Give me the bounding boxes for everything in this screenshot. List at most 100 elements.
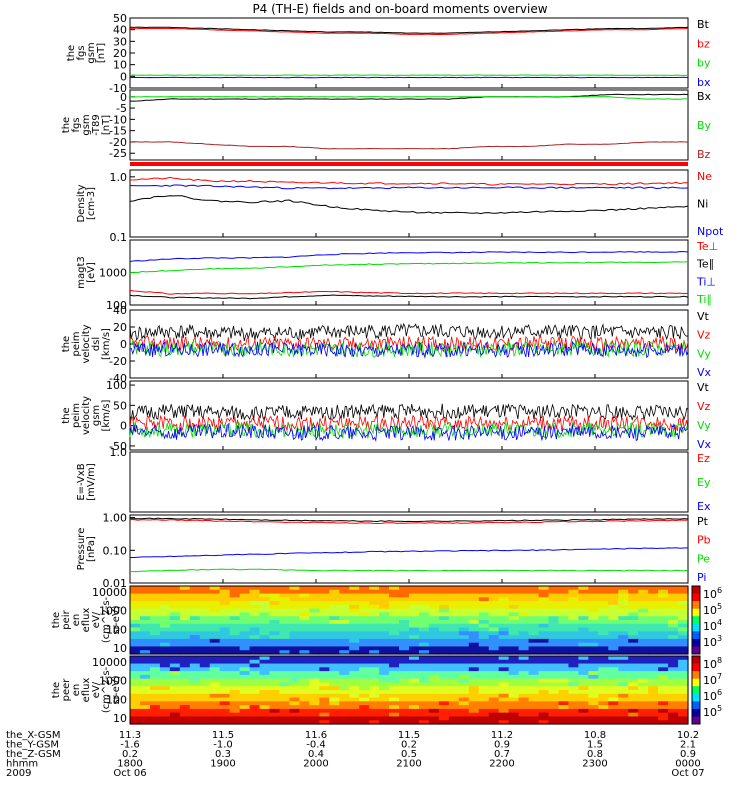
heatmap-cell xyxy=(409,627,420,632)
heatmap-cell xyxy=(199,671,211,676)
heatmap-cell xyxy=(409,612,420,617)
heatmap-cell xyxy=(488,593,500,598)
heatmap-cell xyxy=(648,686,659,691)
heatmap-cell xyxy=(598,620,609,625)
heatmap-cell xyxy=(498,631,510,636)
heatmap-cell xyxy=(389,667,400,672)
heatmap-cell xyxy=(239,712,251,718)
heatmap-cell xyxy=(209,616,221,621)
heatmap-cell xyxy=(399,712,410,718)
heatmap-cell xyxy=(668,601,679,606)
heatmap-cell xyxy=(508,712,520,718)
heatmap-cell xyxy=(648,616,659,621)
heatmap-cell xyxy=(389,586,400,591)
heatmap-cell xyxy=(219,635,231,640)
heatmap-cell xyxy=(139,597,151,602)
heatmap-cell xyxy=(249,701,261,706)
heatmap-cell xyxy=(528,623,540,629)
heatmap-cell xyxy=(269,671,281,676)
heatmap-cell xyxy=(139,589,151,595)
heatmap-cell xyxy=(389,612,400,617)
heatmap-cell xyxy=(179,712,191,718)
heatmap-cell xyxy=(309,705,320,710)
heatmap-cell xyxy=(438,627,450,632)
heatmap-cell xyxy=(618,667,629,672)
heatmap-cell xyxy=(189,623,201,629)
heatmap-cell xyxy=(548,620,560,625)
heatmap-cell xyxy=(389,635,400,640)
heatmap-cell xyxy=(219,682,231,687)
heatmap-cell xyxy=(229,659,241,665)
heatmap-cell xyxy=(249,690,261,695)
orbit-row-label: the_Z-GSM xyxy=(6,749,61,760)
heatmap-cell xyxy=(668,616,679,621)
heatmap-cell xyxy=(349,690,360,695)
heatmap-cell xyxy=(428,712,440,718)
heatmap-cell xyxy=(638,716,649,721)
heatmap-cell xyxy=(279,589,291,595)
heatmap-cell xyxy=(139,674,151,680)
heatmap-cell xyxy=(189,656,201,661)
heatmap-cell xyxy=(478,659,490,665)
heatmap-cell xyxy=(428,586,440,591)
heatmap-cell xyxy=(508,663,520,668)
heatmap-cell xyxy=(169,716,181,721)
heatmap-cell xyxy=(379,623,390,629)
heatmap-cell xyxy=(488,635,500,640)
heatmap-cell xyxy=(618,650,629,655)
orbit-row-label: hhmm xyxy=(6,759,38,770)
heatmap-cell xyxy=(598,720,609,725)
heatmap-cell xyxy=(548,631,560,636)
y-tick-label: 50 xyxy=(113,399,127,412)
heatmap-cell xyxy=(379,601,390,606)
y-tick-label: 30 xyxy=(113,35,127,48)
heatmap-cell xyxy=(428,646,440,651)
heatmap-cell xyxy=(349,705,360,710)
heatmap-cell xyxy=(548,659,560,665)
heatmap-cell xyxy=(229,682,241,687)
heatmap-cell xyxy=(678,616,689,621)
heatmap-cell xyxy=(478,708,490,714)
heatmap-cell xyxy=(269,608,281,614)
heatmap-cell xyxy=(339,601,350,606)
series-line-Npot xyxy=(129,184,689,190)
heatmap-cell xyxy=(428,627,440,632)
heatmap-cell xyxy=(359,697,370,702)
heatmap-cell xyxy=(229,623,241,629)
heatmap-cell xyxy=(528,642,540,648)
heatmap-cell xyxy=(239,608,251,614)
heatmap-cell xyxy=(159,604,171,610)
heatmap-cell xyxy=(448,678,460,684)
heatmap-cell xyxy=(608,589,619,595)
heatmap-cell xyxy=(478,697,490,702)
heatmap-cell xyxy=(638,667,649,672)
heatmap-cell xyxy=(319,705,330,710)
heatmap-cell xyxy=(149,638,161,644)
heatmap-cell xyxy=(628,720,639,725)
heatmap-cell xyxy=(269,612,281,617)
heatmap-cell xyxy=(598,638,609,644)
heatmap-cell xyxy=(159,620,171,625)
heatmap-cell xyxy=(568,678,579,684)
heatmap-cell xyxy=(149,593,161,598)
heatmap-cell xyxy=(359,659,370,665)
heatmap-cell xyxy=(598,604,609,610)
heatmap-cell xyxy=(179,650,191,655)
heatmap-cell xyxy=(259,604,271,610)
y-tick-label: -40 xyxy=(109,372,127,385)
heatmap-cell xyxy=(239,659,251,665)
heatmap-cell xyxy=(319,638,330,644)
heatmap-cell xyxy=(279,712,291,718)
heatmap-cell xyxy=(349,659,360,665)
orbit-value: -1.6 xyxy=(120,740,140,751)
heatmap-cell xyxy=(438,682,450,687)
heatmap-cell xyxy=(229,638,241,644)
heatmap-cell xyxy=(389,682,400,687)
heatmap-cell xyxy=(428,608,440,614)
heatmap-cell xyxy=(209,593,221,598)
heatmap-cell xyxy=(409,671,420,676)
heatmap-cell xyxy=(598,597,609,602)
heatmap-cell xyxy=(269,604,281,610)
heatmap-cell xyxy=(289,623,300,629)
